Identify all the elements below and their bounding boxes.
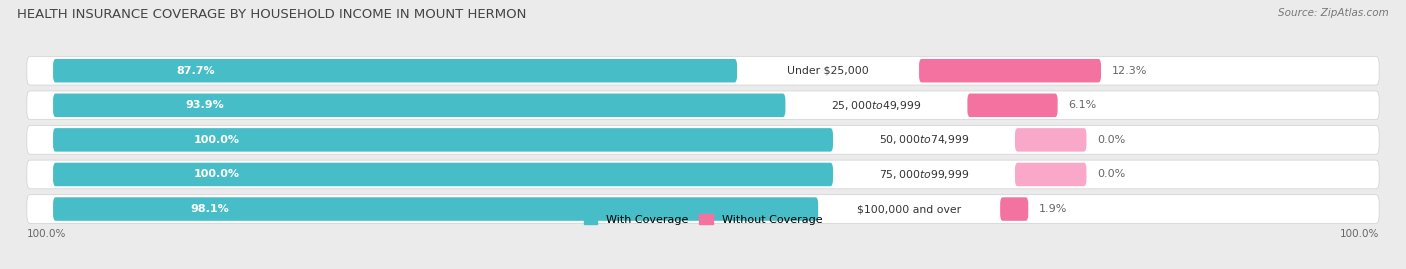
Text: Under $25,000: Under $25,000 — [787, 66, 869, 76]
Text: 1.9%: 1.9% — [1039, 204, 1067, 214]
Text: 0.0%: 0.0% — [1097, 169, 1125, 179]
FancyBboxPatch shape — [27, 91, 1379, 120]
Text: 93.9%: 93.9% — [184, 100, 224, 110]
FancyBboxPatch shape — [53, 94, 786, 117]
FancyBboxPatch shape — [27, 160, 1379, 189]
Text: $50,000 to $74,999: $50,000 to $74,999 — [879, 133, 969, 146]
FancyBboxPatch shape — [1000, 197, 1028, 221]
Text: Source: ZipAtlas.com: Source: ZipAtlas.com — [1278, 8, 1389, 18]
FancyBboxPatch shape — [967, 94, 1057, 117]
Text: 87.7%: 87.7% — [176, 66, 215, 76]
Text: $100,000 and over: $100,000 and over — [858, 204, 962, 214]
Text: 12.3%: 12.3% — [1111, 66, 1147, 76]
Text: $75,000 to $99,999: $75,000 to $99,999 — [879, 168, 969, 181]
FancyBboxPatch shape — [53, 128, 832, 152]
FancyBboxPatch shape — [1015, 128, 1087, 152]
FancyBboxPatch shape — [27, 56, 1379, 85]
Text: 100.0%: 100.0% — [1340, 229, 1379, 239]
FancyBboxPatch shape — [1015, 163, 1087, 186]
Legend: With Coverage, Without Coverage: With Coverage, Without Coverage — [579, 210, 827, 229]
FancyBboxPatch shape — [53, 163, 832, 186]
Text: 100.0%: 100.0% — [194, 169, 239, 179]
Text: 100.0%: 100.0% — [27, 229, 66, 239]
Text: 6.1%: 6.1% — [1069, 100, 1097, 110]
FancyBboxPatch shape — [920, 59, 1101, 83]
FancyBboxPatch shape — [27, 126, 1379, 154]
FancyBboxPatch shape — [53, 197, 818, 221]
Text: 100.0%: 100.0% — [194, 135, 239, 145]
FancyBboxPatch shape — [27, 195, 1379, 223]
FancyBboxPatch shape — [53, 59, 737, 83]
Text: 98.1%: 98.1% — [191, 204, 229, 214]
Text: HEALTH INSURANCE COVERAGE BY HOUSEHOLD INCOME IN MOUNT HERMON: HEALTH INSURANCE COVERAGE BY HOUSEHOLD I… — [17, 8, 526, 21]
Text: $25,000 to $49,999: $25,000 to $49,999 — [831, 99, 921, 112]
Text: 0.0%: 0.0% — [1097, 135, 1125, 145]
